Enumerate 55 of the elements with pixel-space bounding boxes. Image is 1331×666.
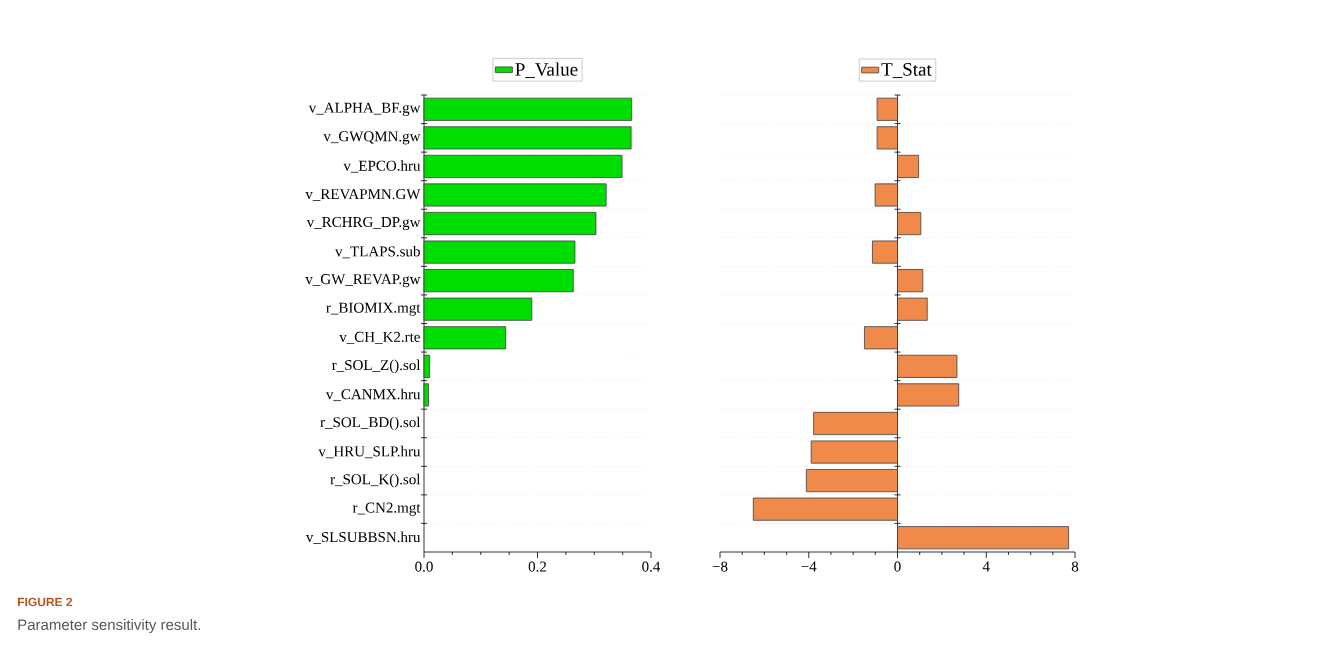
bar bbox=[810, 440, 898, 464]
x-tick-label: 0.0 bbox=[415, 561, 433, 572]
y-tick-label: v_ALPHA_BF.gw bbox=[308, 102, 421, 116]
bar bbox=[897, 269, 924, 293]
x-tick-label: −8 bbox=[712, 561, 728, 572]
y-tick-label: v_SLSUBBSN.hru bbox=[305, 531, 421, 544]
y-tick-label: r_SOL_Z().sol bbox=[332, 359, 421, 374]
y-tick-label: r_SOL_K().sol bbox=[330, 473, 421, 488]
y-tick-label: v_REVAPMN.GW bbox=[305, 189, 421, 201]
bar bbox=[874, 183, 898, 207]
y-tick-label: v_CANMX.hru bbox=[325, 388, 421, 402]
bar bbox=[423, 326, 507, 350]
y-tick-label: r_SOL_BD().sol bbox=[320, 416, 421, 431]
y-tick-label: v_EPCO.hru bbox=[343, 160, 421, 173]
x-tick-label: 4 bbox=[982, 561, 990, 572]
bar bbox=[864, 326, 898, 350]
bar bbox=[876, 126, 898, 150]
caption: FIGURE 2 bbox=[18, 597, 73, 607]
text: Parameter sensitivity result. bbox=[18, 619, 201, 633]
x-tick-label: 0.4 bbox=[642, 561, 661, 572]
bar bbox=[423, 383, 429, 407]
bar bbox=[423, 240, 576, 264]
bar bbox=[897, 383, 960, 407]
bar bbox=[423, 154, 623, 178]
bar bbox=[897, 354, 958, 378]
x-tick-label: 8 bbox=[1071, 561, 1079, 572]
y-tick-label: v_TLAPS.sub bbox=[335, 245, 420, 259]
bar bbox=[876, 97, 898, 121]
bar bbox=[897, 211, 922, 236]
x-tick-label: −4 bbox=[801, 561, 817, 572]
y-tick-label: v_GW_REVAP.gw bbox=[305, 274, 421, 288]
bar bbox=[423, 183, 607, 207]
bar bbox=[423, 211, 597, 236]
bar bbox=[897, 297, 928, 321]
bar bbox=[813, 411, 898, 436]
x-tick-label: 0.2 bbox=[528, 561, 547, 572]
y-tick-label: v_GWQMN.gw bbox=[323, 131, 421, 145]
y-tick-label: r_BIOMIX.mgt bbox=[326, 302, 421, 316]
bar bbox=[752, 497, 898, 521]
legend-label: T_Stat bbox=[881, 63, 932, 79]
y-tick-label: v_HRU_SLP.hru bbox=[318, 445, 421, 459]
bar bbox=[423, 97, 633, 121]
bar bbox=[897, 526, 1069, 550]
y-tick-label: v_CH_K2.rte bbox=[339, 331, 420, 344]
bar bbox=[423, 269, 574, 293]
bar bbox=[897, 154, 919, 178]
bar bbox=[423, 297, 533, 321]
bar bbox=[423, 126, 632, 150]
bar bbox=[805, 469, 898, 493]
x-tick-label: 0 bbox=[894, 561, 901, 572]
bar bbox=[423, 354, 431, 378]
legend-label: P_Value bbox=[515, 62, 578, 79]
bar bbox=[872, 240, 898, 264]
y-tick-label: v_RCHRG_DP.gw bbox=[306, 216, 421, 231]
y-tick-label: r_CN2.mgt bbox=[352, 502, 421, 516]
